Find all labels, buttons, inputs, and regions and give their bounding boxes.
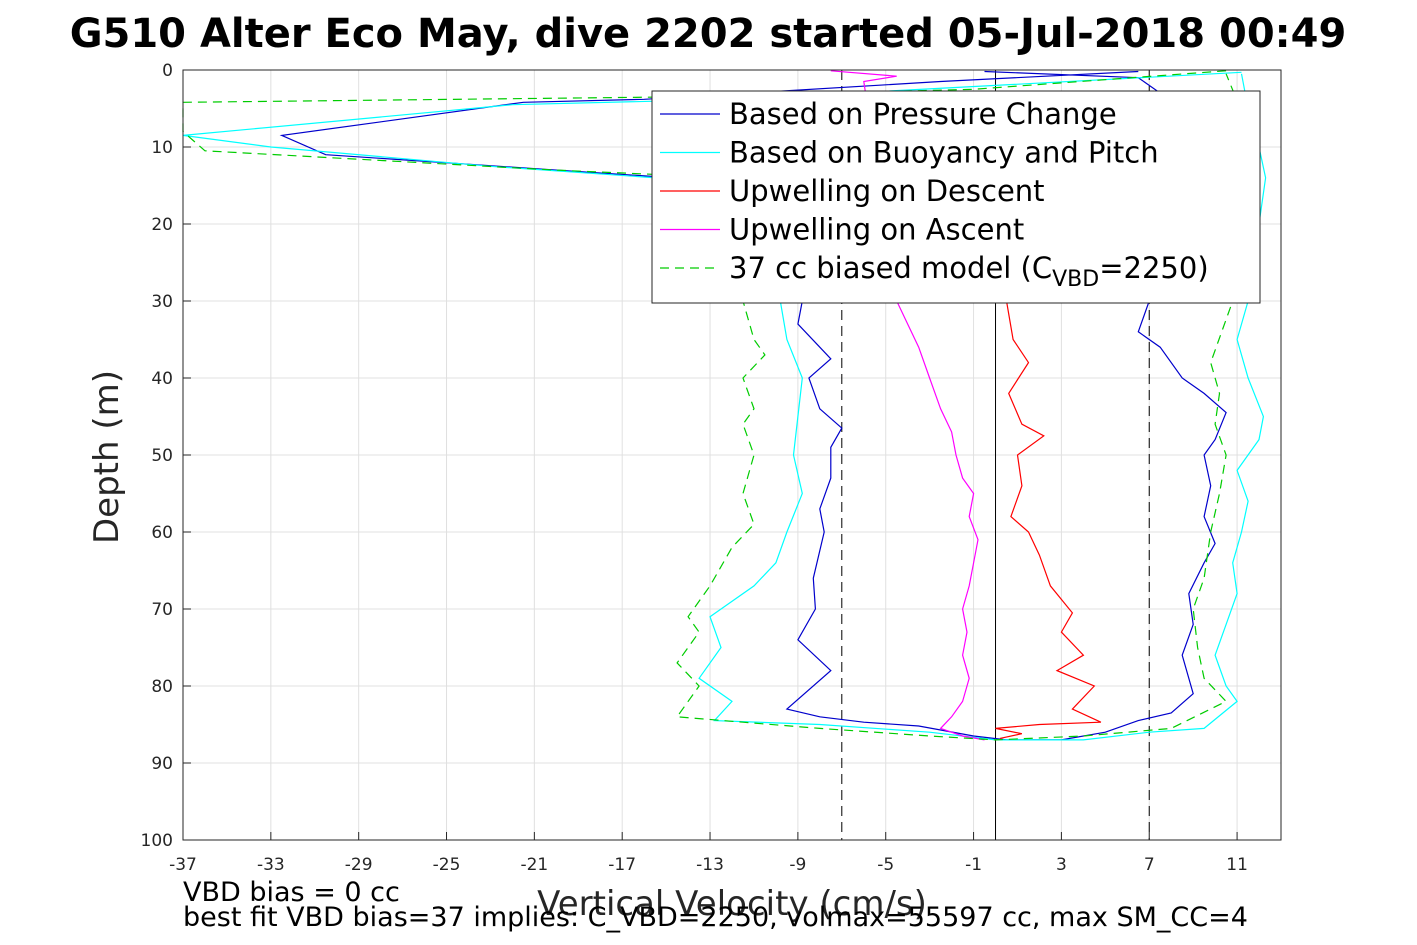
legend-label-buoyancy: Based on Buoyancy and Pitch [729,136,1159,170]
y-tick-label: 70 [151,600,173,620]
legend-label-descent: Upwelling on Descent [729,174,1045,208]
legend: Based on Pressure Change Based on Buoyanc… [651,90,1261,304]
y-tick-label: 40 [151,369,173,389]
x-tick-label: 11 [1226,855,1248,875]
y-tick-label: 60 [151,523,173,543]
x-tick-label: 7 [1144,855,1155,875]
x-tick-label: -13 [696,855,724,875]
x-tick-label: -1 [965,855,982,875]
x-tick-label: -17 [608,855,636,875]
series-line-ascent [830,70,985,741]
series-line-descent [995,300,1102,739]
y-tick-label: 100 [141,831,173,851]
x-tick-label: -25 [433,855,461,875]
y-tick-label: 80 [151,677,173,697]
legend-label-ascent: Upwelling on Ascent [729,213,1024,247]
y-tick-label: 50 [151,446,173,466]
x-tick-label: -29 [345,855,373,875]
y-tick-label: 90 [151,754,173,774]
x-tick-label: -37 [169,855,197,875]
x-axis-label: Vertical Velocity (cm/s) [537,884,927,924]
legend-label-pressure: Based on Pressure Change [729,97,1117,131]
best-fit-note: best fit VBD bias=37 implies: C_VBD=2250… [183,902,1248,933]
chart-title: G510 Alter Eco May, dive 2202 started 05… [70,11,1347,57]
legend-box [651,90,1261,304]
x-tick-label: 3 [1056,855,1067,875]
y-tick-label: 30 [151,292,173,312]
y-tick-label: 10 [151,138,173,158]
x-tick-label: -9 [789,855,806,875]
x-tick-label: -33 [257,855,285,875]
vbd-bias-note: VBD bias = 0 cc [183,877,400,908]
y-tick-label: 0 [162,61,173,81]
y-tick-label: 20 [151,215,173,235]
x-tick-label: -5 [877,855,894,875]
y-axis-label: Depth (m) [87,370,127,544]
x-tick-label: -21 [520,855,548,875]
axis-ticks: -37 -33 -29 -25 -21 -17 -13 -9 -5 -1 3 7 11010203040… [141,61,1248,875]
